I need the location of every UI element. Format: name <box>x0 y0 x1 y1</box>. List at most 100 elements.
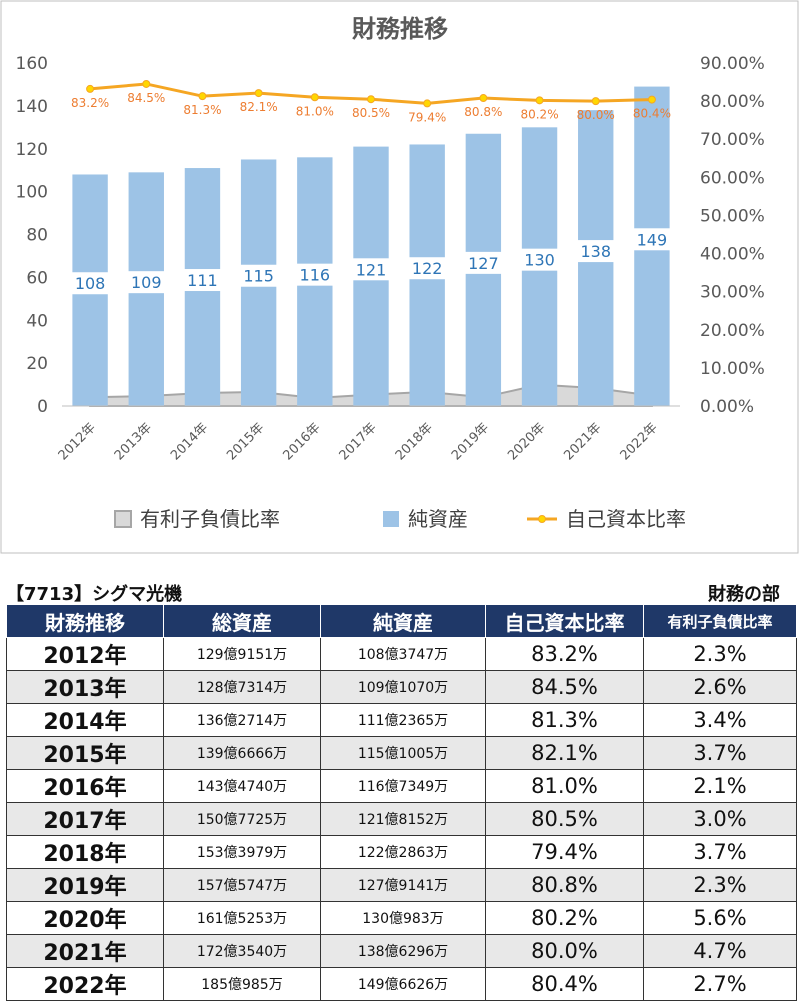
bar-label-bg <box>406 257 449 280</box>
bar-label-bg <box>69 272 112 295</box>
y-left-tick-label: 140 <box>16 97 48 117</box>
net-assets-value-label: 127 <box>468 254 499 273</box>
cell-equity-ratio: 80.2% <box>485 901 644 935</box>
cell-year: 2022年 <box>6 967 164 1001</box>
legend-key-debt-ratio <box>114 510 132 528</box>
cell-year: 2019年 <box>6 868 164 902</box>
equity-ratio-value-label: 81.0% <box>296 104 334 118</box>
cell-year: 2020年 <box>6 901 164 935</box>
equity-ratio-point <box>423 99 432 108</box>
legend-label-debt-ratio: 有利子負債比率 <box>140 507 280 531</box>
bar-label-bg <box>574 240 617 263</box>
cell-total-assets: 143億4740万 <box>163 769 321 803</box>
equity-ratio-value-label: 80.5% <box>352 106 390 120</box>
net-assets-value-label: 130 <box>524 251 555 270</box>
cell-debt-ratio: 3.7% <box>643 835 797 869</box>
cell-total-assets: 161億5253万 <box>163 901 321 935</box>
cell-debt-ratio: 2.3% <box>643 637 797 671</box>
cell-net-assets: 116億7349万 <box>320 769 486 803</box>
cell-equity-ratio: 83.2% <box>485 637 644 671</box>
cell-equity-ratio: 84.5% <box>485 670 644 704</box>
legend-label-equity-ratio: 自己資本比率 <box>566 507 686 531</box>
cell-equity-ratio: 80.4% <box>485 967 644 1001</box>
equity-ratio-value-label: 83.2% <box>71 96 109 110</box>
cell-net-assets: 138億6296万 <box>320 934 486 968</box>
equity-ratio-value-label: 80.4% <box>633 107 671 121</box>
chart-legend: 有利子負債比率 純資産 自己資本比率 <box>114 507 686 531</box>
cell-debt-ratio: 4.7% <box>643 934 797 968</box>
cell-debt-ratio: 2.6% <box>643 670 797 704</box>
cell-year: 2015年 <box>6 736 164 770</box>
header-total-assets: 総資産 <box>163 604 321 638</box>
chart-title: 財務推移 <box>352 15 448 43</box>
cell-equity-ratio: 80.0% <box>485 934 644 968</box>
cell-debt-ratio: 2.7% <box>643 967 797 1001</box>
cell-debt-ratio: 2.3% <box>643 868 797 902</box>
y-left-tick-label: 100 <box>16 183 48 203</box>
cell-total-assets: 128億7314万 <box>163 670 321 704</box>
net-assets-value-label: 116 <box>300 266 331 285</box>
cell-equity-ratio: 81.0% <box>485 769 644 803</box>
y-right-tick-label: 90.00% <box>700 54 765 74</box>
header-net-assets: 純資産 <box>320 604 486 638</box>
company-caption: 【7713】シグマ光機 <box>6 584 183 605</box>
equity-ratio-point <box>479 94 488 103</box>
bar-label-bg <box>125 271 168 294</box>
cell-total-assets: 157億5747万 <box>163 868 321 902</box>
y-right-tick-label: 70.00% <box>700 130 765 150</box>
legend-key-net-assets <box>383 511 399 527</box>
header-period: 財務推移 <box>6 604 164 638</box>
net-assets-value-label: 109 <box>131 273 162 292</box>
cell-net-assets: 111億2365万 <box>320 703 486 737</box>
y-right-tick-label: 30.00% <box>700 283 765 303</box>
y-right-tick-label: 60.00% <box>700 168 765 188</box>
cell-year: 2017年 <box>6 802 164 836</box>
table-row: 2020年 161億5253万 130億983万 80.2% 5.6% <box>6 901 797 935</box>
equity-ratio-point <box>367 95 375 104</box>
cell-total-assets: 136億2714万 <box>163 703 321 737</box>
net-assets-value-label: 121 <box>356 260 387 279</box>
y-right-tick-label: 20.00% <box>700 321 765 341</box>
y-right-tick-label: 40.00% <box>700 245 765 265</box>
y-left-tick-label: 20 <box>26 354 48 374</box>
cell-net-assets: 127億9141万 <box>320 868 486 902</box>
cell-equity-ratio: 80.8% <box>485 868 644 902</box>
table-row: 2019年 157億5747万 127億9141万 80.8% 2.3% <box>6 868 797 902</box>
cell-equity-ratio: 80.5% <box>485 802 644 836</box>
y-right-tick-label: 10.00% <box>700 359 765 379</box>
bar-label-bg <box>518 248 561 271</box>
bar-label-bg <box>237 264 280 287</box>
y-left-tick-label: 160 <box>16 54 48 74</box>
legend-label-net-assets: 純資産 <box>408 507 468 531</box>
bar-label-bg <box>350 258 392 281</box>
header-debt-ratio: 有利子負債比率 <box>643 604 797 638</box>
equity-ratio-point <box>310 93 319 102</box>
equity-ratio-point <box>198 92 207 101</box>
equity-ratio-point <box>142 79 151 88</box>
chart-border <box>0 0 799 554</box>
table-row: 2014年 136億2714万 111億2365万 81.3% 3.4% <box>6 703 797 737</box>
table-row: 2013年 128億7314万 109億1070万 84.5% 2.6% <box>6 670 797 704</box>
financial-chart-panel: 財務推移 108 109 111 115 116 121 122 127 130 138 149 8… <box>0 0 799 554</box>
net-assets-value-label: 115 <box>243 267 274 286</box>
legend-key-equity-ratio-marker <box>538 515 546 523</box>
cell-total-assets: 150億7725万 <box>163 802 321 836</box>
equity-ratio-value-label: 82.1% <box>240 100 278 114</box>
net-assets-bars: 108 109 111 115 116 121 122 127 130 138 149 <box>69 86 673 407</box>
equity-ratio-value-label: 80.0% <box>577 108 615 122</box>
table-row: 2018年 153億3979万 122億2863万 79.4% 3.7% <box>6 835 797 869</box>
equity-ratio-point <box>254 89 263 98</box>
y-left-tick-label: 0 <box>37 397 48 417</box>
cell-net-assets: 108億3747万 <box>320 637 486 671</box>
financial-table: 財務推移 総資産 純資産 自己資本比率 有利子負債比率 2012年 129億915… <box>6 604 797 1001</box>
cell-net-assets: 115億1005万 <box>320 736 486 770</box>
table-row: 2012年 129億9151万 108億3747万 83.2% 2.3% <box>6 637 797 671</box>
y-left-tick-label: 60 <box>26 268 48 288</box>
cell-year: 2021年 <box>6 934 164 968</box>
bar-label-bg <box>181 269 224 292</box>
cell-debt-ratio: 3.7% <box>643 736 797 770</box>
header-equity-ratio: 自己資本比率 <box>485 604 644 638</box>
cell-year: 2012年 <box>6 637 164 671</box>
cell-equity-ratio: 82.1% <box>485 736 644 770</box>
bar-label-bg <box>630 228 673 251</box>
